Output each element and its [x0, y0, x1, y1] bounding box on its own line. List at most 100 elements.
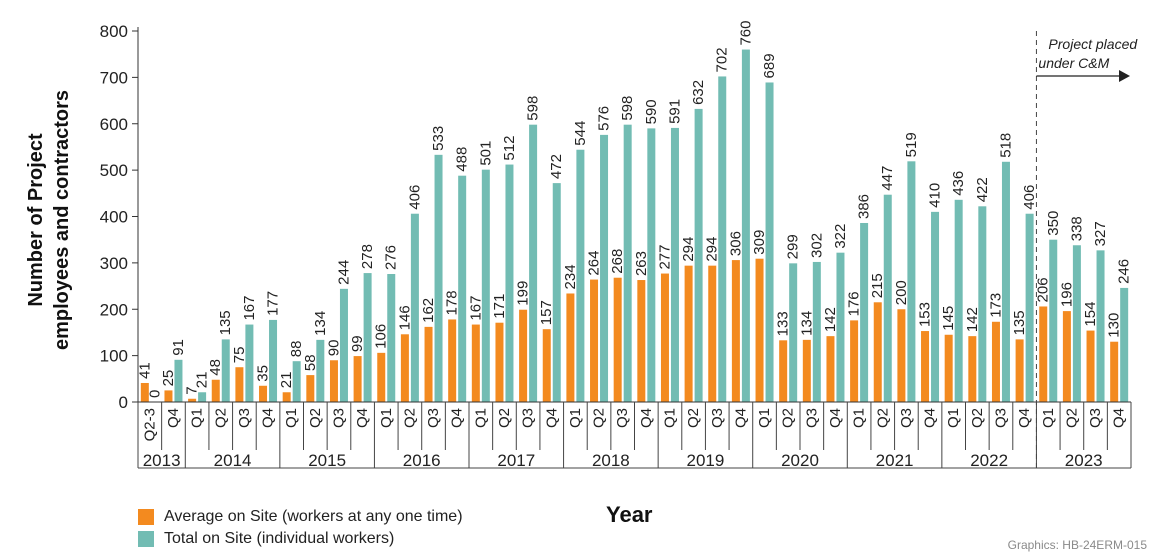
bar-total [269, 319, 278, 402]
quarter-label: Q3 [803, 408, 820, 428]
bar-average [590, 279, 599, 402]
y-tick-label: 100 [100, 347, 128, 366]
value-label-average: 41 [136, 362, 153, 379]
value-label-total: 327 [1092, 221, 1109, 246]
value-label-average: 294 [704, 237, 721, 262]
value-label-average: 206 [1035, 277, 1052, 302]
bar-average [235, 367, 244, 402]
quarter-label: Q1 [567, 408, 584, 428]
value-label-total: 422 [974, 177, 991, 202]
quarter-label: Q4 [1016, 408, 1033, 428]
value-label-total: 0 [146, 390, 163, 398]
value-label-total: 322 [832, 224, 849, 249]
value-label-total: 533 [430, 126, 447, 151]
bar-average [1086, 330, 1095, 402]
year-label: 2017 [497, 451, 535, 470]
bar-average [211, 379, 220, 402]
bar-total [1001, 161, 1010, 402]
value-label-total: 278 [359, 244, 376, 269]
value-label-total: 598 [619, 96, 636, 121]
year-label: 2022 [970, 451, 1008, 470]
bar-average [1039, 306, 1048, 402]
bar-total [907, 161, 916, 402]
value-label-average: 106 [373, 324, 390, 349]
bar-average [495, 322, 504, 402]
bar-total [978, 206, 987, 402]
bar-average [140, 382, 149, 402]
bar-total [718, 76, 727, 402]
bar-average [873, 302, 882, 402]
value-label-total: 135 [217, 310, 234, 335]
value-label-total: 246 [1116, 259, 1133, 284]
value-label-total: 501 [477, 141, 494, 166]
year-label: 2016 [403, 451, 441, 470]
year-label: 2014 [214, 451, 252, 470]
bar-average [897, 309, 906, 402]
legend-item-total: Total on Site (individual workers) [138, 528, 463, 550]
value-label-total: 410 [927, 183, 944, 208]
bar-total [1049, 239, 1058, 402]
bar-average [566, 293, 575, 402]
quarter-label: Q2 [874, 408, 891, 428]
value-label-average: 21 [278, 372, 295, 389]
value-label-total: 760 [737, 21, 754, 46]
bar-total [576, 149, 585, 402]
year-label: 2018 [592, 451, 630, 470]
value-label-total: 447 [879, 166, 896, 191]
quarter-label: Q3 [992, 408, 1009, 428]
bar-average [826, 336, 835, 402]
value-label-average: 75 [231, 347, 248, 364]
bar-total [883, 194, 892, 402]
bar-average [164, 390, 173, 402]
value-label-total: 598 [525, 96, 542, 121]
value-label-average: 171 [491, 294, 508, 319]
value-label-total: 436 [950, 171, 967, 196]
bar-total [931, 211, 940, 402]
value-label-total: 591 [666, 99, 683, 124]
value-label-total: 21 [194, 372, 211, 389]
value-label-average: 268 [609, 249, 626, 274]
bar-average [1110, 341, 1119, 402]
value-label-average: 142 [822, 307, 839, 332]
bar-total [387, 274, 396, 402]
value-label-average: 173 [987, 293, 1004, 318]
bar-average [282, 392, 291, 402]
bar-total [954, 199, 963, 402]
value-label-total: 406 [406, 185, 423, 210]
bar-average [921, 331, 930, 402]
year-label: 2013 [143, 451, 181, 470]
quarter-label: Q2 [780, 408, 797, 428]
bar-total [221, 339, 230, 402]
bar-average [1015, 339, 1024, 402]
y-tick-label: 300 [100, 254, 128, 273]
quarter-label: Q1 [378, 408, 395, 428]
quarter-label: Q3 [1087, 408, 1104, 428]
year-label: 2021 [876, 451, 914, 470]
value-label-total: 406 [1021, 185, 1038, 210]
quarter-label: Q4 [354, 408, 371, 428]
value-label-total: 386 [856, 194, 873, 219]
value-label-total: 276 [383, 245, 400, 270]
value-label-average: 58 [302, 354, 319, 371]
value-label-average: 263 [633, 251, 650, 276]
quarter-label: Q2 [1063, 408, 1080, 428]
quarter-label: Q1 [189, 408, 206, 428]
bar-average [329, 360, 338, 402]
x-axis: Q2-3 Q4 Q1 Q2 Q3 Q4 Q1 Q2 Q3 Q4 Q1 Q2 Q3 Q4 Q1 Q2 Q3 Q4 Q1… [137, 401, 1132, 470]
value-label-average: 7 [184, 386, 201, 394]
quarter-label: Q2 [591, 408, 608, 428]
value-label-total: 702 [714, 47, 731, 72]
value-label-total: 91 [170, 339, 187, 356]
y-axis: 0 100 200 300 400 500 600 700 800 [100, 22, 139, 412]
value-label-average: 199 [515, 281, 532, 306]
legend-swatch-total [138, 531, 154, 547]
value-label-total: 299 [785, 234, 802, 259]
bar-total [292, 361, 301, 402]
value-label-average: 215 [869, 273, 886, 298]
quarter-label: Q4 [922, 408, 939, 428]
value-label-total: 338 [1068, 216, 1085, 241]
bar-total [552, 183, 561, 402]
quarter-label: Q4 [827, 408, 844, 428]
bar-average [377, 352, 386, 402]
